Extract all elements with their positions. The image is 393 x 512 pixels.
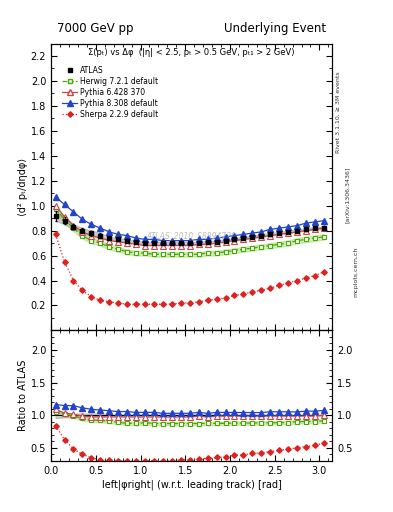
Text: 7000 GeV pp: 7000 GeV pp xyxy=(57,22,133,35)
Text: Rivet 3.1.10, ≥ 3M events: Rivet 3.1.10, ≥ 3M events xyxy=(336,72,341,154)
Legend: ATLAS, Herwig 7.2.1 default, Pythia 6.428 370, Pythia 8.308 default, Sherpa 2.2.: ATLAS, Herwig 7.2.1 default, Pythia 6.42… xyxy=(61,65,160,120)
Y-axis label: Ratio to ATLAS: Ratio to ATLAS xyxy=(18,360,28,431)
Text: mcplots.cern.ch: mcplots.cern.ch xyxy=(354,246,359,296)
Text: Underlying Event: Underlying Event xyxy=(224,22,327,35)
Y-axis label: ⟨d² pₜ/dηdφ⟩: ⟨d² pₜ/dηdφ⟩ xyxy=(18,158,28,216)
Text: ATLAS_2010_S8894728: ATLAS_2010_S8894728 xyxy=(147,231,237,240)
Text: Σ(pₜ) vs Δφ  (|η| < 2.5, pₜ > 0.5 GeV, pₜ₁ > 2 GeV): Σ(pₜ) vs Δφ (|η| < 2.5, pₜ > 0.5 GeV, pₜ… xyxy=(88,48,295,57)
Text: [arXiv:1306.3436]: [arXiv:1306.3436] xyxy=(345,166,350,223)
X-axis label: left|φright| (w.r.t. leading track) [rad]: left|φright| (w.r.t. leading track) [rad… xyxy=(102,480,281,490)
